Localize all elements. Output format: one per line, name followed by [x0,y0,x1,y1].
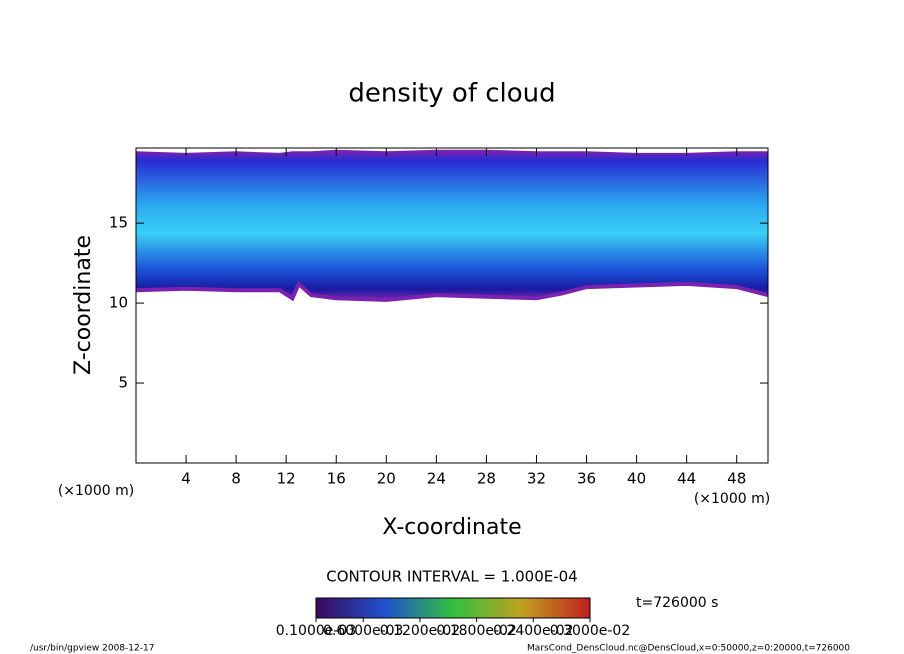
contour-interval: CONTOUR INTERVAL = 1.000E-04 [326,568,577,586]
x-tick-label: 48 [727,470,746,488]
x-tick-label: 12 [277,470,296,488]
x-tick-label: 8 [231,470,241,488]
x-tick-label: 4 [181,470,191,488]
colorbar-tick-label: 0.1800e-02 [436,623,516,639]
x-tick-label: 20 [377,470,396,488]
x-tick-label: 32 [527,470,546,488]
cloud-field [136,151,768,300]
footer-left: /usr/bin/gpview 2008-12-17 [30,644,154,654]
x-tick-label: 24 [427,470,446,488]
x-tick-label: 44 [677,470,696,488]
y-tick-label: 5 [118,374,128,392]
x-tick-label: 40 [627,470,646,488]
colorbar-tick-label: 0.3000e-02 [550,623,630,639]
cloud-base-edge [135,280,769,302]
colorbar-tick-label: 0.1200e-02 [380,623,460,639]
footer-right: MarsCond_DensCloud.nc@DensCloud,x=0:5000… [527,644,850,654]
x-tick-label: 36 [577,470,596,488]
chart-title: density of cloud [348,79,555,109]
colorbar-tick-label: 0.6000e-03 [323,623,403,639]
x-axis-label: X-coordinate [382,515,521,540]
y-axis-label: Z-coordinate [71,235,96,375]
y-tick-label: 15 [109,214,128,232]
colorbar-tick-label: 0.1000e-03 [276,623,356,639]
x-unit-label: (×1000 m) [694,491,770,507]
x-tick-label: 28 [477,470,496,488]
y-tick-label: 10 [109,294,128,312]
colorbar [315,597,591,619]
y-unit-label: (×1000 m) [58,483,134,499]
colorbar-tick-label: 0.2400e-02 [493,623,573,639]
time-label: t=726000 s [636,595,718,611]
plot-frame [135,147,769,464]
x-tick-label: 16 [327,470,346,488]
